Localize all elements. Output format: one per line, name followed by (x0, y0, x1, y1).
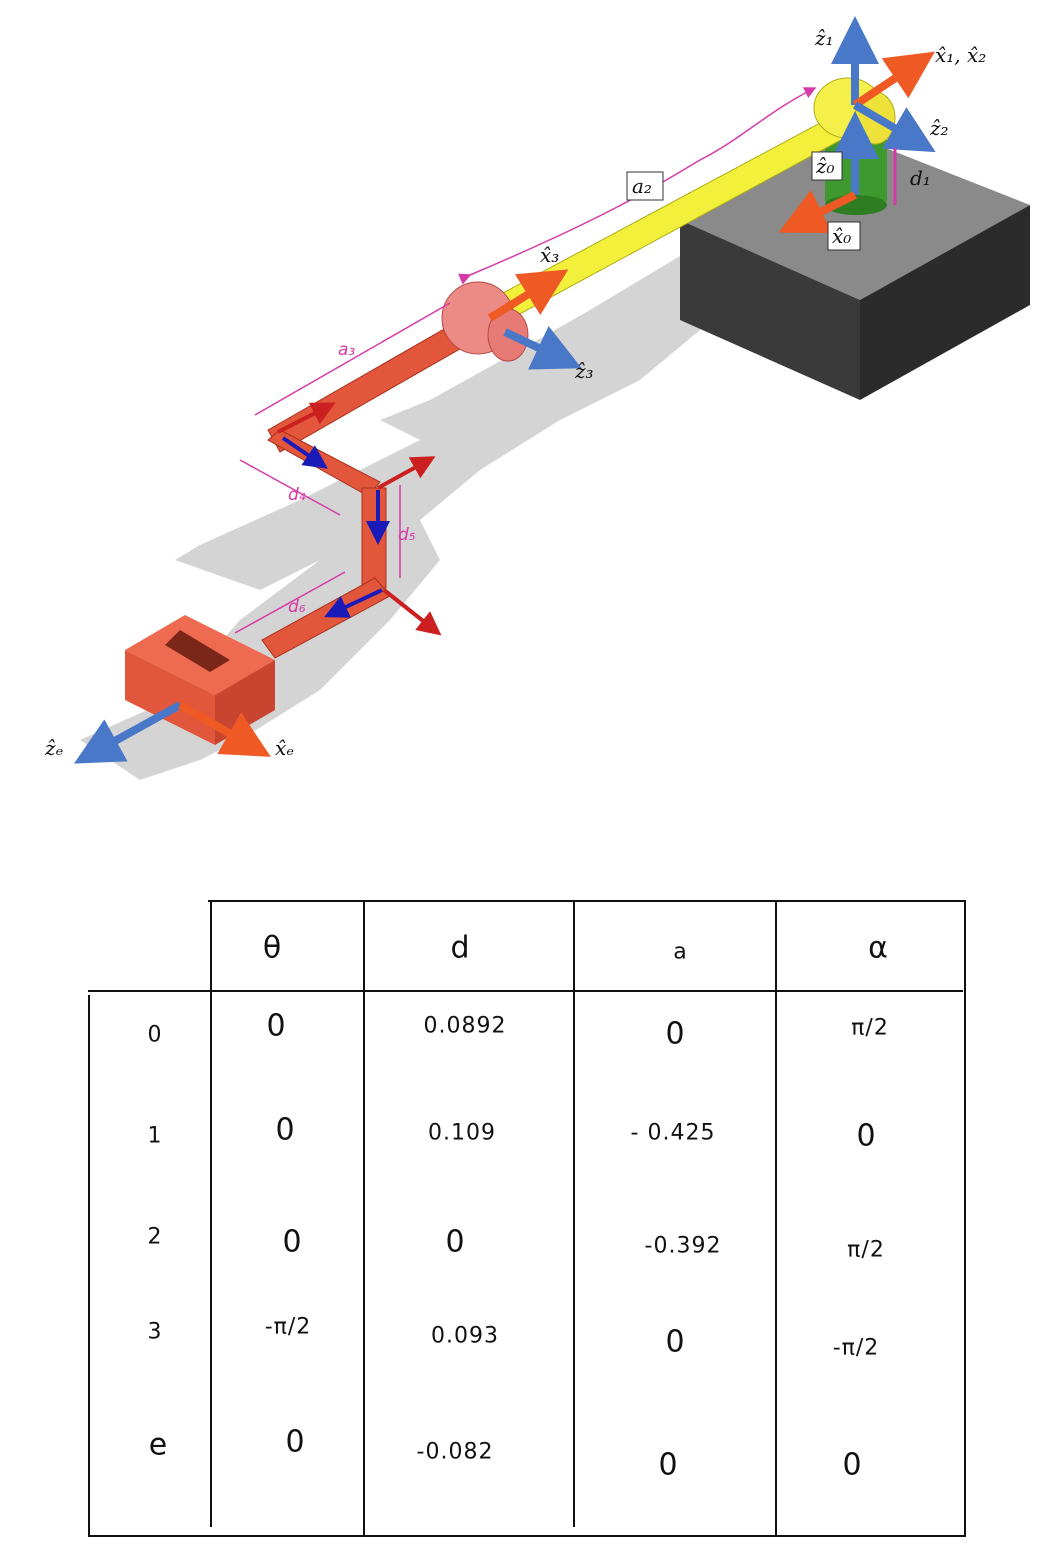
row-0-index: 0 (147, 1022, 163, 1048)
row-2-alpha: π/2 (847, 1237, 885, 1263)
label-d6: d₆ (288, 597, 306, 617)
label-x0: x̂₀ (832, 224, 851, 248)
row-e-alpha: 0 (842, 1447, 862, 1483)
label-z1: ẑ₁ (814, 26, 834, 50)
dimension-annotations (234, 87, 897, 634)
row-1-alpha: 0 (856, 1118, 876, 1154)
wrist-axes (277, 402, 442, 636)
row-3-alpha: -π/2 (832, 1335, 880, 1361)
row-1-theta: 0 (275, 1112, 295, 1148)
row-e-d: -0.082 (416, 1439, 494, 1465)
label-a3: a₃ (338, 340, 355, 360)
row-1-index: 1 (147, 1123, 163, 1149)
label-x1-x2: x̂₁, x̂₂ (935, 43, 986, 67)
row-1-d: 0.109 (428, 1120, 496, 1146)
row-e-index: e (148, 1427, 168, 1463)
label-d1: d₁ (910, 166, 931, 190)
row-0-theta: 0 (266, 1008, 286, 1044)
frame-3-axes (487, 269, 582, 370)
row-3-theta: -π/2 (264, 1314, 312, 1340)
label-z0: ẑ₀ (815, 154, 835, 178)
label-z3: ẑ₃ (574, 359, 594, 383)
row-e-a: 0 (658, 1447, 678, 1483)
row-0-a: 0 (665, 1016, 685, 1052)
label-z2: ẑ₂ (929, 116, 949, 140)
header-alpha: α (868, 930, 888, 966)
label-x3: x̂₃ (540, 243, 559, 267)
frame-1-axes (831, 16, 936, 153)
label-ze: ẑₑ (44, 736, 63, 760)
row-0-alpha: π/2 (851, 1015, 889, 1041)
row-2-d: 0 (445, 1224, 465, 1260)
row-e-theta: 0 (285, 1424, 305, 1460)
row-1-a: - 0.425 (630, 1120, 716, 1146)
dh-parameter-table: θ d a α 0 0 0.0892 0 π/2 1 0 0.109 - 0.4… (0, 880, 1057, 1549)
row-2-index: 2 (147, 1224, 163, 1250)
label-a2: a₂ (632, 174, 652, 198)
header-theta: θ (262, 930, 282, 966)
row-3-a: 0 (665, 1324, 685, 1360)
label-d5: d₅ (398, 525, 416, 545)
row-0-d: 0.0892 (423, 1013, 507, 1039)
label-d4: d₄ (288, 485, 306, 505)
elbow-joint (441, 281, 529, 362)
end-effector-axes (73, 701, 271, 764)
row-2-a: -0.392 (644, 1233, 722, 1259)
row-2-theta: 0 (282, 1224, 302, 1260)
robot-arm-diagram: ẑ₁ x̂₁, x̂₂ ẑ₂ ẑ₀ x̂₀ x̂₃ ẑ₃ ẑₑ x̂ₑ a₂ d… (44, 16, 1030, 780)
label-xe: x̂ₑ (275, 736, 294, 760)
header-d: d (450, 930, 470, 966)
row-3-d: 0.093 (431, 1323, 499, 1349)
header-a: a (673, 939, 687, 965)
row-3-index: 3 (147, 1319, 163, 1345)
